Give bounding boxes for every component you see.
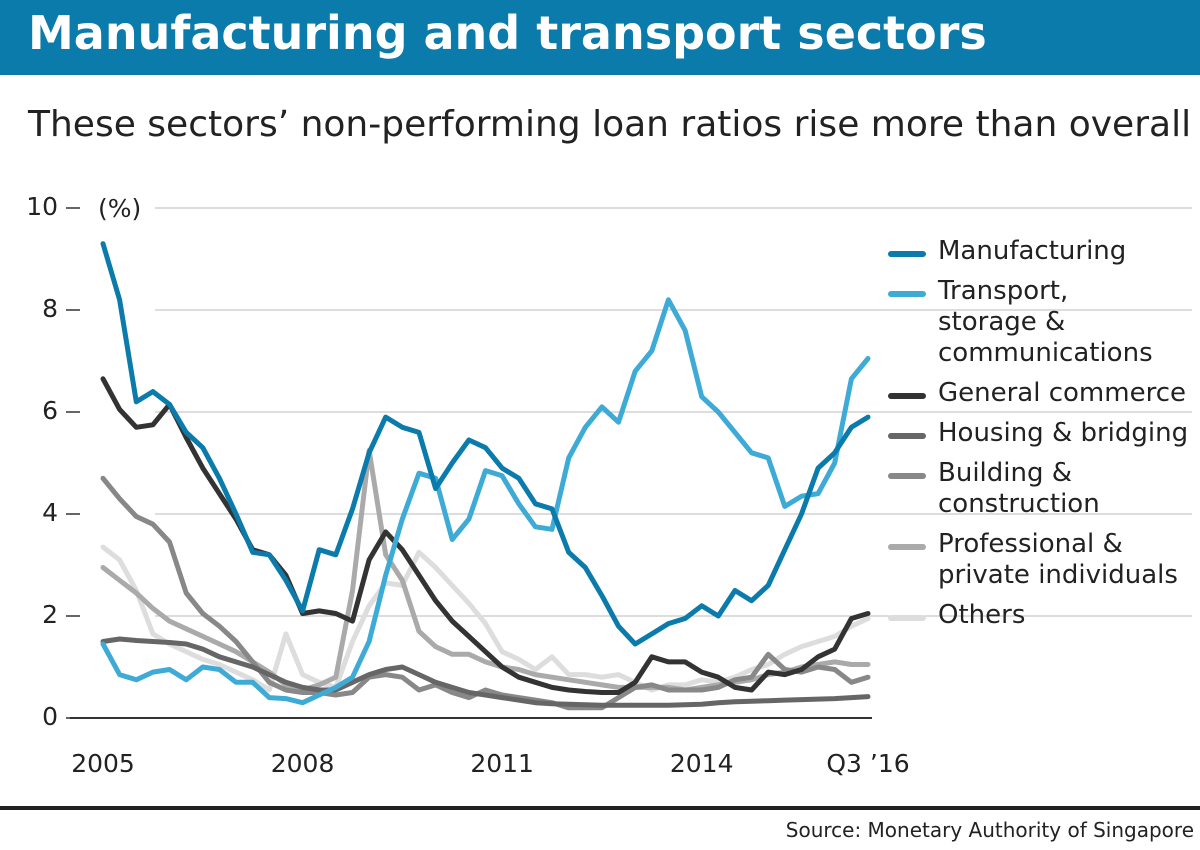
source: Source: Monetary Authority of Singapore <box>785 818 1194 842</box>
legend-item: Manufacturing <box>888 236 1198 267</box>
y-tick-label: 10 <box>26 192 58 221</box>
x-tick-label: 2005 <box>71 749 135 778</box>
y-tick-label: 4 <box>42 498 58 527</box>
legend-label: Transport, storage & communications <box>938 276 1153 368</box>
chart-title: Manufacturing and transport sectors <box>28 6 987 60</box>
chart-subtitle: These sectors’ non-performing loan ratio… <box>28 104 1192 145</box>
legend-item: Transport, storage & communications <box>888 276 1198 369</box>
legend-item: General commerce <box>888 378 1198 409</box>
legend-swatch <box>888 393 926 399</box>
legend-label: General commerce <box>938 378 1186 408</box>
y-tick-label: 8 <box>42 294 58 323</box>
legend-label: Manufacturing <box>938 236 1127 266</box>
legend-label: Others <box>938 600 1026 630</box>
x-tick-label: 2008 <box>271 749 335 778</box>
legend-item: Others <box>888 600 1198 631</box>
x-tick-label: 2014 <box>670 749 734 778</box>
legend-swatch <box>888 473 926 479</box>
legend-label: Building & construction <box>938 458 1100 519</box>
x-tick-label: Q3 ’16 <box>826 749 909 778</box>
header: Manufacturing and transport sectors <box>0 0 1200 75</box>
series-line <box>100 544 871 693</box>
legend-item: Building & construction <box>888 458 1198 520</box>
legend-item: Professional & private individuals <box>888 529 1198 591</box>
legend-swatch <box>888 544 926 550</box>
y-tick-label: 6 <box>42 396 58 425</box>
series-line <box>100 241 871 647</box>
series-line <box>100 376 871 695</box>
y-tick-label: 2 <box>42 600 58 629</box>
series-line <box>100 475 871 711</box>
divider <box>0 806 1200 810</box>
x-tick-label: 2011 <box>470 749 534 778</box>
series-line <box>100 447 871 693</box>
legend-label: Housing & bridging <box>938 418 1189 448</box>
series-line <box>100 297 871 706</box>
legend-swatch <box>888 615 926 621</box>
legend-label: Professional & private individuals <box>938 529 1178 590</box>
legend-item: Housing & bridging <box>888 418 1198 449</box>
legend-swatch <box>888 433 926 439</box>
series-line <box>100 636 871 708</box>
y-unit: (%) <box>98 194 141 223</box>
legend-swatch <box>888 251 926 257</box>
y-tick-label: 0 <box>42 702 58 731</box>
legend-swatch <box>888 291 926 297</box>
legend: Manufacturing Transport, storage & commun… <box>888 236 1198 640</box>
